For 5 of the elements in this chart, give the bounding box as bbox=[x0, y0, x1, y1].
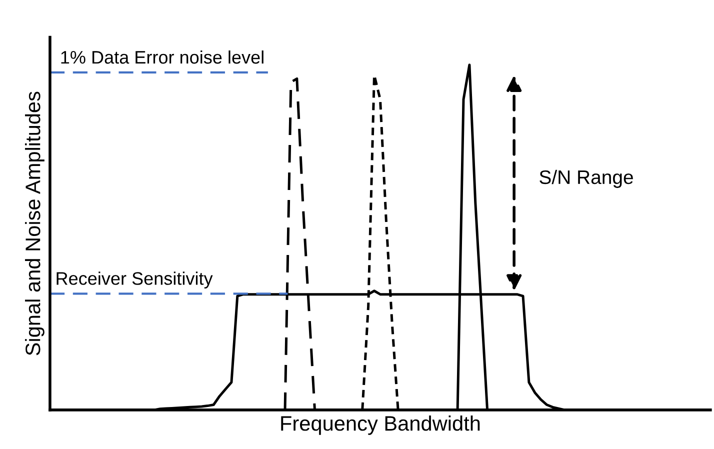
y-axis-title: Signal and Noise Amplitudes bbox=[25, 92, 44, 356]
ref-line-label: 1% Data Error noise level bbox=[61, 50, 264, 64]
x-axis-title: Frequency Bandwidth bbox=[281, 415, 480, 435]
annotation: S/N Range bbox=[540, 170, 633, 188]
ref-line-label: Receiver Sensitivity bbox=[56, 272, 213, 288]
